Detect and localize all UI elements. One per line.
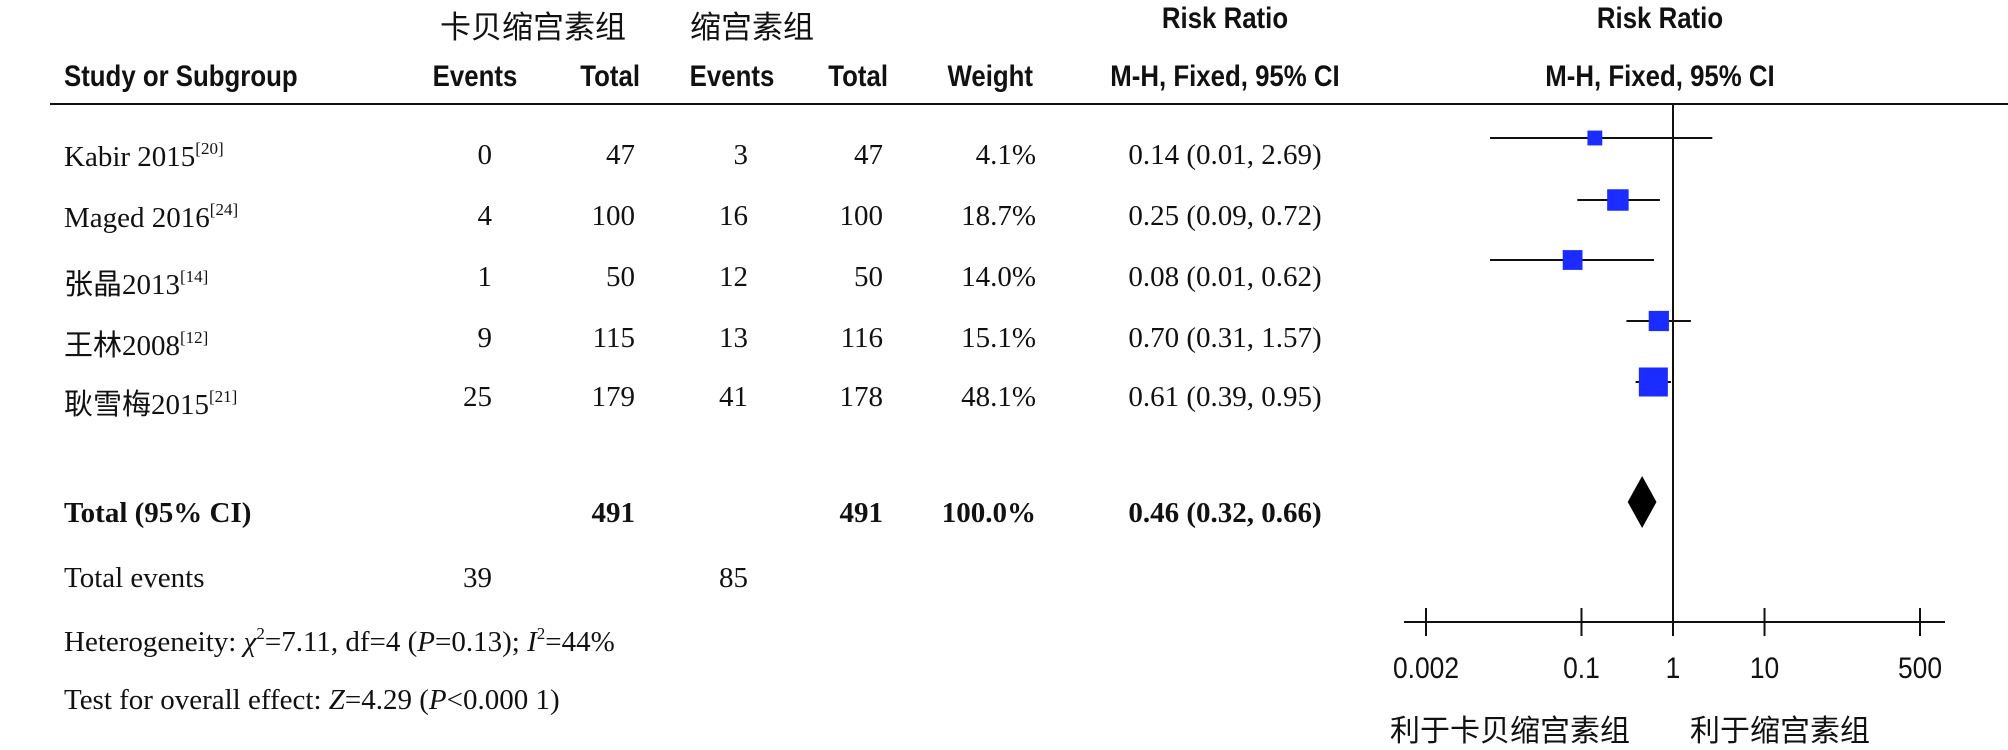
exp-total: 115 bbox=[592, 322, 635, 354]
plot-method-header: M-H, Fixed, 95% CI bbox=[1545, 60, 1775, 93]
total-events-label: Total events bbox=[64, 562, 205, 594]
study-name: Kabir 2015[20] bbox=[64, 139, 224, 173]
ctl-events: 16 bbox=[719, 200, 748, 232]
study-name: Maged 2016[24] bbox=[64, 200, 239, 234]
control-group-header: 缩宫素组 bbox=[690, 10, 814, 46]
experimental-group-header: 卡贝缩宫素组 bbox=[440, 10, 626, 46]
x-tick-label: 1 bbox=[1666, 650, 1681, 684]
study-column-header: Study or Subgroup bbox=[64, 60, 298, 93]
x-tick-label: 10 bbox=[1750, 650, 1779, 684]
total-label: Total (95% CI) bbox=[64, 497, 252, 529]
total-ctl-total: 491 bbox=[839, 497, 884, 529]
ctl-total: 178 bbox=[839, 381, 884, 413]
x-tick-label: 500 bbox=[1898, 650, 1942, 684]
effect-marker bbox=[1638, 367, 1668, 397]
plot-risk-ratio-header: Risk Ratio bbox=[1596, 2, 1724, 35]
exp-events: 25 bbox=[463, 381, 492, 413]
total-weight: 100.0% bbox=[941, 497, 1036, 529]
ctl-events: 12 bbox=[719, 261, 748, 293]
exp-total: 100 bbox=[591, 200, 636, 232]
risk-ratio-header: Risk Ratio bbox=[1161, 2, 1289, 35]
ci-text: 0.25 (0.09, 0.72) bbox=[1128, 200, 1322, 232]
exp-total: 179 bbox=[591, 381, 636, 413]
ctl-total: 116 bbox=[840, 322, 883, 354]
weight: 14.0% bbox=[961, 261, 1036, 293]
weight: 4.1% bbox=[975, 139, 1036, 171]
ci-text: 0.70 (0.31, 1.57) bbox=[1128, 322, 1322, 354]
ctl-total: 47 bbox=[854, 139, 883, 171]
x-tick-label: 0.002 bbox=[1393, 650, 1459, 684]
exp-events: 1 bbox=[477, 261, 493, 293]
ci-text: 0.61 (0.39, 0.95) bbox=[1128, 381, 1322, 413]
exp-events: 0 bbox=[477, 139, 493, 171]
total-exp-total: 491 bbox=[591, 497, 636, 529]
ctl-total-header: Total bbox=[828, 60, 888, 93]
overall-effect-line: Test for overall effect: Z=4.29 (P<0.000… bbox=[64, 684, 560, 716]
x-tick-label: 0.1 bbox=[1563, 650, 1600, 684]
study-name: 张晶2013[14] bbox=[64, 267, 209, 301]
exp-events: 9 bbox=[477, 322, 493, 354]
exp-events: 4 bbox=[477, 200, 493, 232]
ctl-total: 100 bbox=[839, 200, 884, 232]
ctl-events: 3 bbox=[733, 139, 749, 171]
exp-total: 47 bbox=[606, 139, 635, 171]
ci-text: 0.14 (0.01, 2.69) bbox=[1128, 139, 1322, 171]
study-name: 耿雪梅2015[21] bbox=[64, 387, 238, 421]
exp-events-header: Events bbox=[432, 60, 518, 93]
weight-header: Weight bbox=[947, 60, 1033, 93]
favours-experimental-label: 利于卡贝缩宫素组 bbox=[1390, 714, 1630, 749]
total-ci-text: 0.46 (0.32, 0.66) bbox=[1128, 497, 1322, 529]
weight: 18.7% bbox=[961, 200, 1036, 232]
ci-text: 0.08 (0.01, 0.62) bbox=[1128, 261, 1322, 293]
ctl-events: 41 bbox=[719, 381, 748, 413]
effect-marker bbox=[1562, 250, 1583, 270]
ctl-total: 50 bbox=[854, 261, 883, 293]
heterogeneity-line: Heterogeneity: χ2=7.11, df=4 (P=0.13); I… bbox=[64, 624, 615, 658]
exp-total-header: Total bbox=[580, 60, 640, 93]
favours-control-label: 利于缩宫素组 bbox=[1690, 714, 1870, 749]
total-events-exp: 39 bbox=[463, 562, 492, 594]
method-header: M-H, Fixed, 95% CI bbox=[1110, 60, 1340, 93]
ctl-events: 13 bbox=[719, 322, 748, 354]
pooled-diamond bbox=[1627, 476, 1657, 528]
exp-total: 50 bbox=[606, 261, 635, 293]
header-rule bbox=[50, 103, 2008, 105]
effect-marker bbox=[1607, 189, 1629, 211]
effect-marker bbox=[1648, 310, 1669, 332]
weight: 48.1% bbox=[961, 381, 1036, 413]
total-events-ctl: 85 bbox=[719, 562, 748, 594]
ctl-events-header: Events bbox=[689, 60, 775, 93]
effect-marker bbox=[1587, 130, 1603, 146]
weight: 15.1% bbox=[961, 322, 1036, 354]
study-name: 王林2008[12] bbox=[64, 328, 209, 362]
